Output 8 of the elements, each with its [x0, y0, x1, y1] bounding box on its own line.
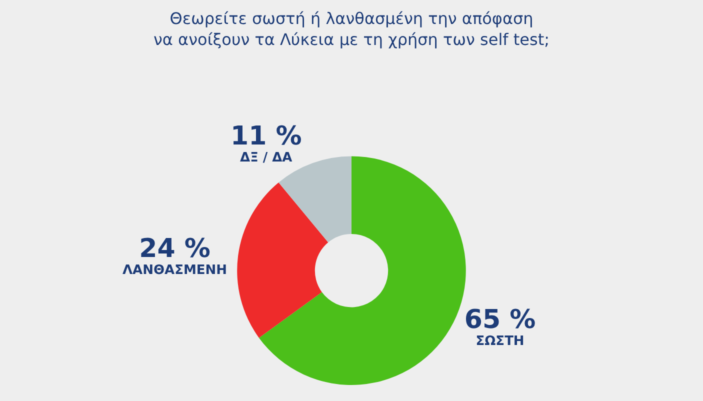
slice-label: ΣΩΣΤΗ — [476, 334, 524, 349]
slice-label: ΔΞ / ΔΑ — [240, 150, 292, 166]
data-label: 65 % — [464, 305, 536, 336]
chart-title: Θεωρείτε σωστή ή λανθασμένη την απόφαση να ανοίξουν τα Λύκεια με τη χρήση των self test; — [153, 9, 550, 49]
donut-slice — [237, 182, 328, 338]
slice-label: ΛΑΝΘΑΣΜΕΝΗ — [122, 262, 228, 278]
data-label: 11 % — [230, 122, 302, 152]
data-label: 24 % — [139, 234, 210, 264]
